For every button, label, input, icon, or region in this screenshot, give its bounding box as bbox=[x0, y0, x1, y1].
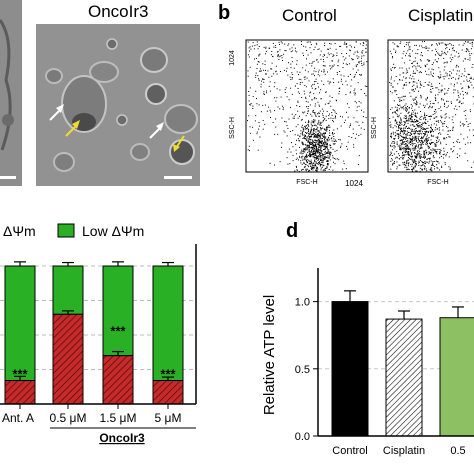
c-tick-label-0: Ant. A bbox=[2, 411, 34, 425]
c-bar-high-1 bbox=[52, 313, 84, 405]
panel-b-title-control: Control bbox=[282, 6, 337, 25]
white-arrow-1 bbox=[49, 104, 64, 121]
scale-bar bbox=[164, 176, 192, 179]
scale-bar bbox=[0, 176, 16, 179]
legend-right-label: Low ΔΨm bbox=[82, 223, 144, 239]
legend-swatch-low bbox=[57, 223, 75, 238]
c-bar-low-1 bbox=[52, 265, 84, 315]
panel-d-letter: d bbox=[286, 220, 299, 242]
d-bar-2 bbox=[439, 317, 474, 437]
d-y-tick-label-2: 1.0 bbox=[295, 297, 310, 309]
x-axis-label-cisplatin: FSC-H bbox=[427, 179, 448, 186]
yellow-arrow-2 bbox=[173, 135, 185, 152]
micrograph-control-image bbox=[0, 0, 22, 186]
d-y-tick-label-0: 0.0 bbox=[295, 431, 310, 443]
c-bar-high-2 bbox=[102, 355, 134, 405]
y-axis-label-cisplatin: SSC-H bbox=[371, 117, 378, 139]
scatter-points-cisplatin bbox=[389, 41, 474, 172]
panel-b-letter: b bbox=[218, 2, 231, 24]
panel-b-title-cisplatin: Cisplatin bbox=[408, 6, 474, 25]
flow-cytometry-plots: 1024 SSC-H FSC-H 1024 SSC-H FSC-H bbox=[229, 39, 474, 188]
c-bar-high-3 bbox=[152, 380, 184, 405]
d-y-axis-label: Relative ATP level bbox=[261, 295, 278, 415]
group-label: OncoIr3 bbox=[99, 431, 145, 445]
c-bar-low-2 bbox=[102, 265, 134, 357]
d-tick-label-1: Cisplatin bbox=[383, 445, 425, 457]
c-significance-2: *** bbox=[110, 324, 126, 339]
white-arrow-2 bbox=[149, 122, 164, 139]
c-bar-low-0 bbox=[4, 265, 36, 382]
micrograph-oncoir3 bbox=[36, 24, 200, 186]
d-bar-1 bbox=[385, 318, 423, 437]
micrograph-control bbox=[0, 0, 22, 186]
d-y-tick-label-1: 0.5 bbox=[295, 364, 310, 376]
c-tick-label-1: 0.5 μM bbox=[50, 411, 87, 425]
d-bar-0 bbox=[331, 301, 369, 437]
x-axis-label-control: FSC-H bbox=[296, 179, 317, 186]
chart-d: Relative ATP level 0.0 0.5 1.0 Control Cispl… bbox=[261, 268, 474, 457]
d-tick-label-2: 0.5 bbox=[450, 445, 465, 457]
c-tick-label-2: 1.5 μM bbox=[100, 411, 137, 425]
c-significance-0: *** bbox=[12, 367, 28, 382]
micrograph-oncoir3-image bbox=[36, 24, 200, 186]
scatter-frame-control bbox=[245, 39, 369, 173]
y-max-tick: 1024 bbox=[229, 50, 236, 66]
c-bar-high-0 bbox=[4, 380, 36, 405]
x-max-tick: 1024 bbox=[345, 179, 363, 188]
y-axis-label-control: SSC-H bbox=[229, 117, 236, 139]
scatter-points-control bbox=[247, 41, 368, 172]
chart-c: ΔΨm Low ΔΨm *** *** *** Ant. A 0.5 μM 1.5 μM… bbox=[0, 223, 197, 445]
yellow-arrow-1 bbox=[65, 120, 80, 137]
legend-left-label: ΔΨm bbox=[3, 223, 36, 239]
c-significance-3: *** bbox=[160, 367, 176, 382]
d-tick-label-0: Control bbox=[332, 445, 367, 457]
c-bar-low-3 bbox=[152, 265, 184, 382]
panel-a-title-right: OncoIr3 bbox=[88, 2, 149, 21]
c-tick-label-3: 5 μM bbox=[155, 411, 182, 425]
